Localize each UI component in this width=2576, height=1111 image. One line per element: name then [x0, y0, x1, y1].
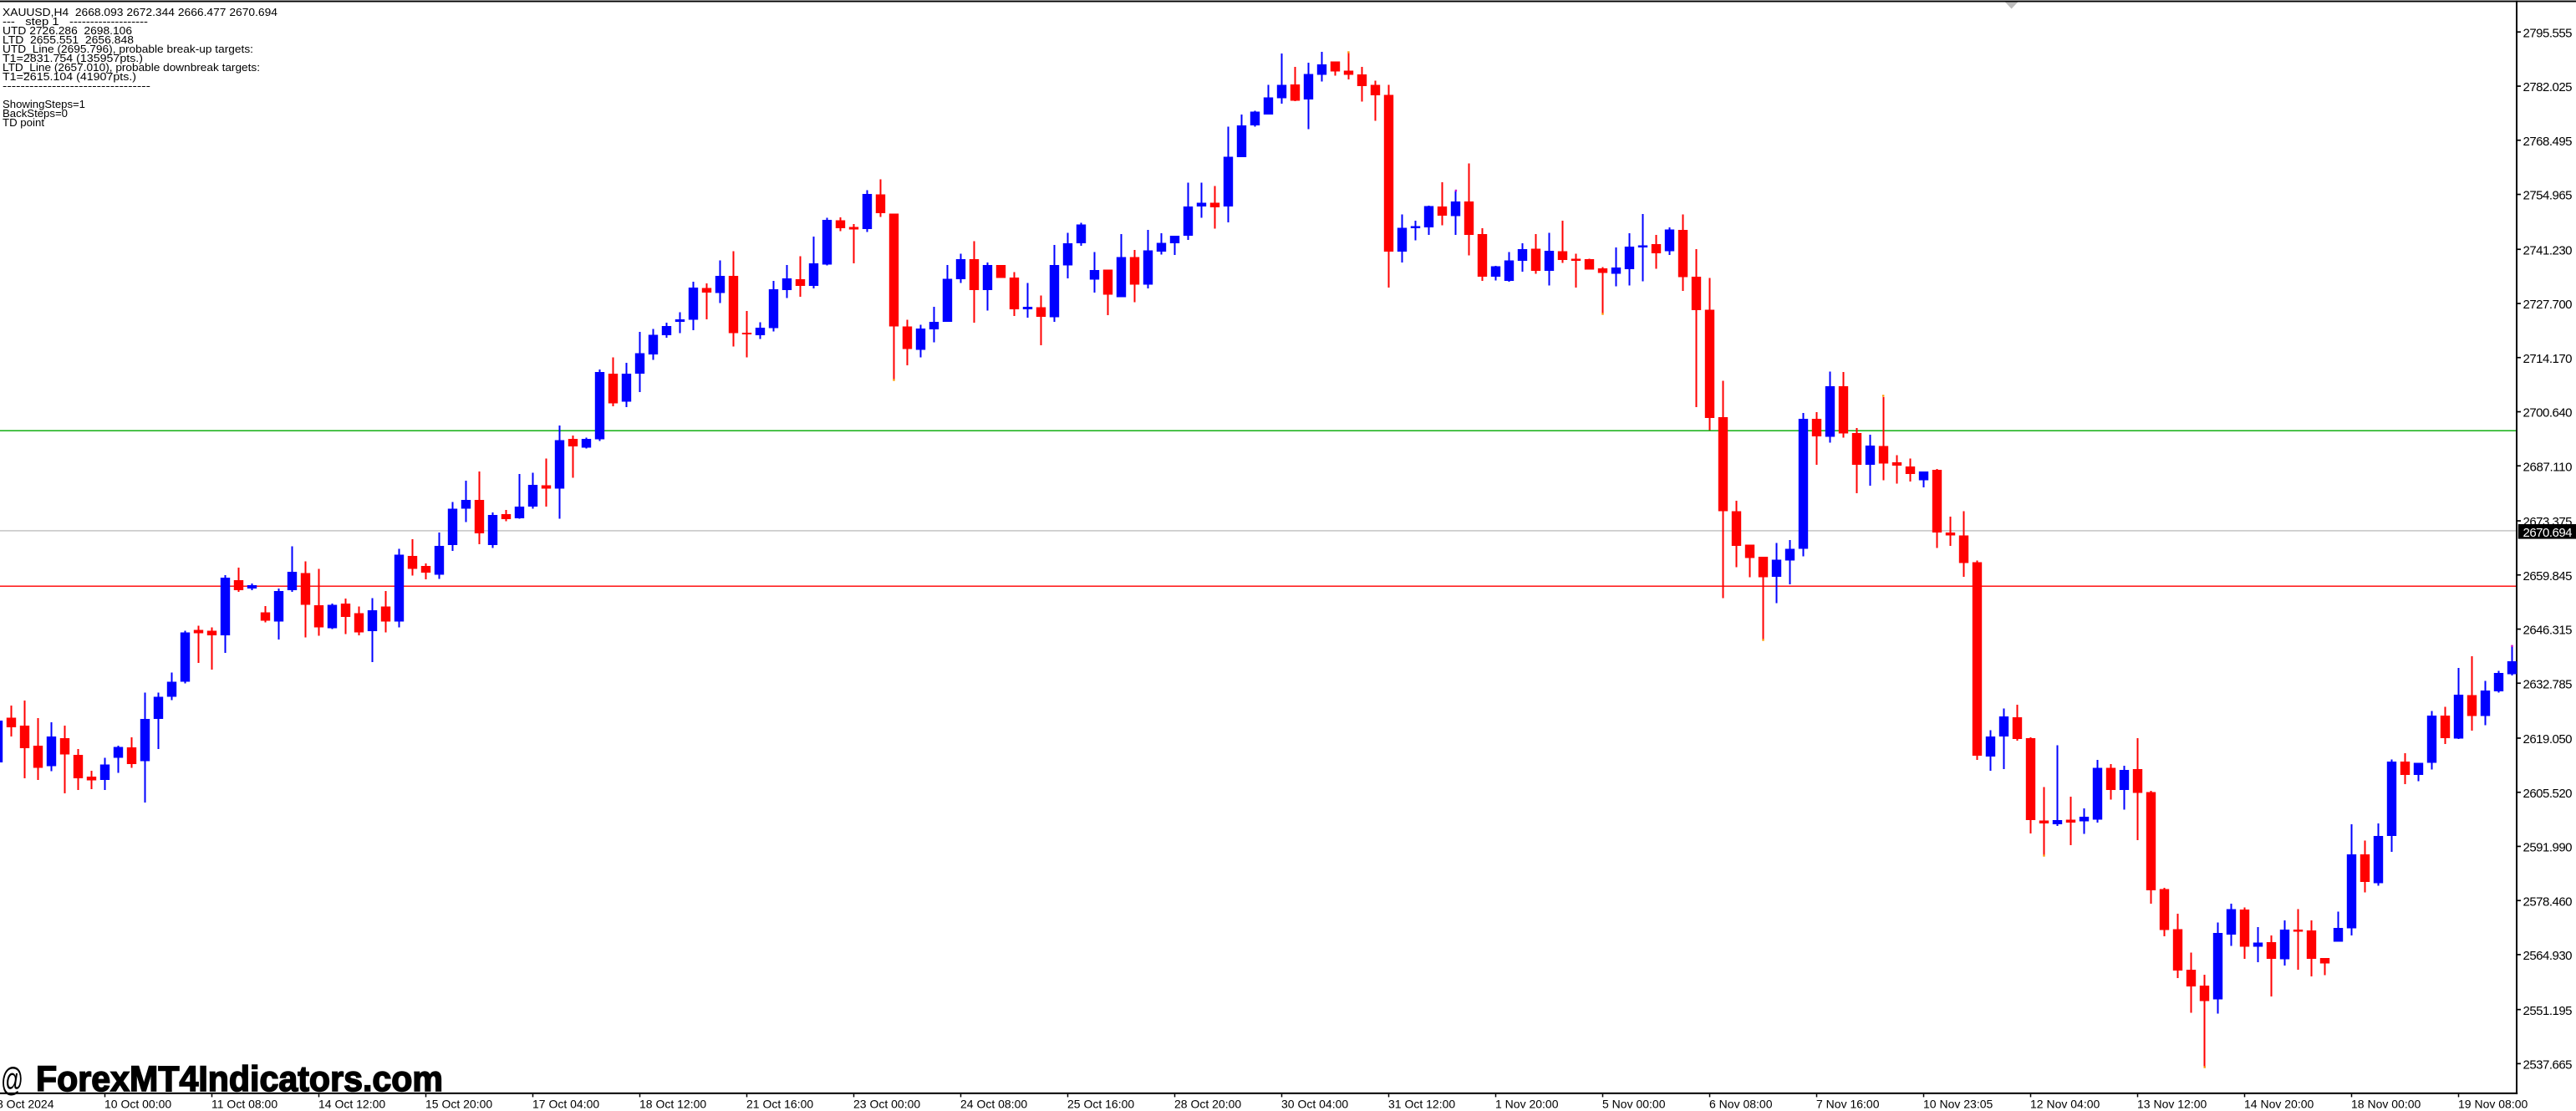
svg-text:BackSteps=0: BackSteps=0 [3, 107, 68, 120]
svg-text:24 Oct 08:00: 24 Oct 08:00 [960, 1097, 1027, 1110]
svg-text:12 Nov 04:00: 12 Nov 04:00 [2030, 1097, 2100, 1110]
svg-text:T1=2615.104 (41907pts.): T1=2615.104 (41907pts.) [3, 70, 136, 83]
svg-text:2551.195: 2551.195 [2523, 1004, 2573, 1018]
svg-text:6 Nov 08:00: 6 Nov 08:00 [1709, 1097, 1773, 1110]
svg-text:2700.640: 2700.640 [2523, 406, 2573, 420]
svg-text:@: @ [1, 1062, 23, 1098]
svg-text:19 Nov 08:00: 19 Nov 08:00 [2458, 1097, 2528, 1110]
svg-text:TD point: TD point [3, 116, 44, 129]
svg-text:2795.555: 2795.555 [2523, 26, 2573, 40]
svg-text:2670.694: 2670.694 [2523, 526, 2573, 540]
svg-text:31 Oct 12:00: 31 Oct 12:00 [1388, 1097, 1455, 1110]
svg-text:2782.025: 2782.025 [2523, 80, 2573, 94]
svg-text:8 Oct 2024: 8 Oct 2024 [0, 1097, 54, 1110]
svg-text:XAUUSD,H4 2668.093 2672.344 2: XAUUSD,H4 2668.093 2672.344 2666.477 267… [3, 6, 277, 18]
svg-text:1 Nov 20:00: 1 Nov 20:00 [1495, 1097, 1559, 1110]
svg-text:11 Oct 08:00: 11 Oct 08:00 [211, 1097, 277, 1110]
svg-text:LTD_Line (2657.010), probable: LTD_Line (2657.010), probable downbreak … [3, 61, 260, 74]
svg-text:UTD_Line (2695.796), probable: UTD_Line (2695.796), probable break-up t… [3, 43, 253, 55]
svg-text:2605.520: 2605.520 [2523, 787, 2573, 801]
svg-text:13 Nov 12:00: 13 Nov 12:00 [2137, 1097, 2207, 1110]
svg-text:15 Oct 20:00: 15 Oct 20:00 [425, 1097, 492, 1110]
svg-text:2727.700: 2727.700 [2523, 298, 2573, 312]
svg-text:2714.170: 2714.170 [2523, 352, 2573, 366]
svg-text:28 Oct 20:00: 28 Oct 20:00 [1174, 1097, 1241, 1110]
svg-text:2741.230: 2741.230 [2523, 243, 2573, 257]
svg-text:10 Oct 00:00: 10 Oct 00:00 [104, 1097, 171, 1110]
svg-text:10 Nov 23:05: 10 Nov 23:05 [1923, 1097, 1993, 1110]
svg-text:ForexMT4Indicators.com: ForexMT4Indicators.com [36, 1059, 443, 1099]
svg-text:18 Nov 00:00: 18 Nov 00:00 [2351, 1097, 2421, 1110]
svg-text:21 Oct 16:00: 21 Oct 16:00 [746, 1097, 813, 1110]
svg-text:2659.845: 2659.845 [2523, 569, 2573, 584]
svg-text:2537.665: 2537.665 [2523, 1058, 2573, 1073]
svg-text:------------------------------: --------------------------------- [3, 79, 150, 92]
svg-text:--- step 1 ---------------: --- step 1 ------------------- [3, 15, 148, 28]
svg-text:14 Oct 12:00: 14 Oct 12:00 [318, 1097, 385, 1110]
svg-text:2754.965: 2754.965 [2523, 189, 2573, 203]
svg-text:7 Nov 16:00: 7 Nov 16:00 [1816, 1097, 1880, 1110]
svg-text:18 Oct 12:00: 18 Oct 12:00 [639, 1097, 706, 1110]
svg-text:2768.495: 2768.495 [2523, 135, 2573, 149]
svg-text:2646.315: 2646.315 [2523, 624, 2573, 638]
svg-text:25 Oct 16:00: 25 Oct 16:00 [1067, 1097, 1134, 1110]
svg-text:2619.050: 2619.050 [2523, 732, 2573, 747]
svg-text:ShowingSteps=1: ShowingSteps=1 [3, 98, 85, 110]
svg-text:2632.785: 2632.785 [2523, 677, 2573, 691]
svg-text:23 Oct 00:00: 23 Oct 00:00 [853, 1097, 920, 1110]
svg-text:UTD 2726.286 2698.106: UTD 2726.286 2698.106 [3, 24, 132, 37]
svg-text:2591.990: 2591.990 [2523, 841, 2573, 855]
svg-text:LTD 2655.551 2656.848: LTD 2655.551 2656.848 [3, 33, 134, 46]
svg-text:5 Nov 00:00: 5 Nov 00:00 [1602, 1097, 1666, 1110]
svg-text:T1=2831.754 (135957pts.): T1=2831.754 (135957pts.) [3, 52, 143, 64]
svg-text:2564.930: 2564.930 [2523, 949, 2573, 963]
svg-text:30 Oct 04:00: 30 Oct 04:00 [1281, 1097, 1348, 1110]
svg-text:17 Oct 04:00: 17 Oct 04:00 [532, 1097, 599, 1110]
svg-text:2687.110: 2687.110 [2523, 460, 2573, 474]
svg-text:14 Nov 20:00: 14 Nov 20:00 [2244, 1097, 2314, 1110]
svg-text:2578.460: 2578.460 [2523, 894, 2573, 909]
